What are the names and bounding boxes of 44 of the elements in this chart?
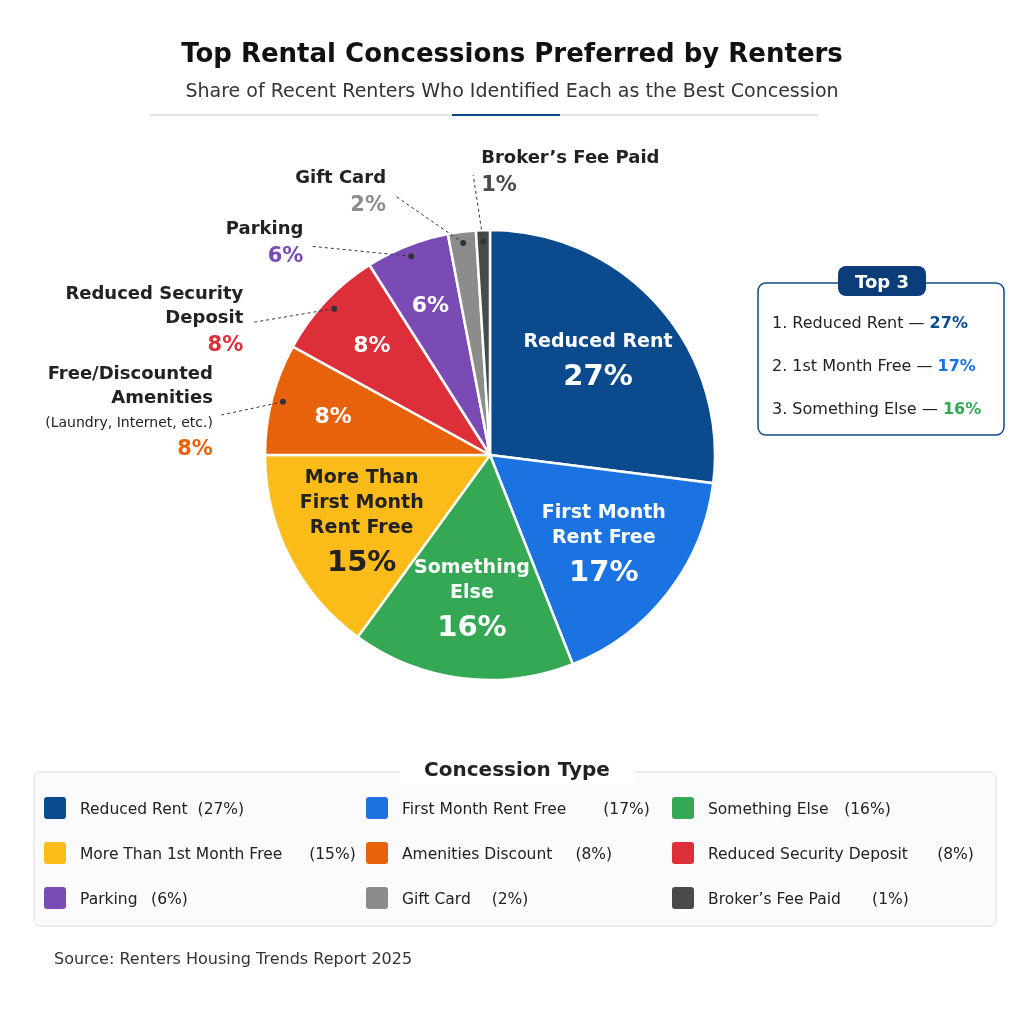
chart-subtitle: Share of Recent Renters Who Identified Each as the Best Concession [185, 79, 839, 101]
slice-label: Gift Card [295, 166, 387, 188]
slice-label: Something Else [414, 554, 530, 602]
slice-label: Parking [225, 217, 304, 239]
data-label: 27% [563, 358, 633, 393]
legend-label: More Than 1st Month Free [80, 845, 283, 863]
text: More Than First Month Rent Free [299, 464, 424, 537]
data-label: 17% [569, 554, 639, 589]
slice-label: Reduced Security Deposit [65, 281, 244, 327]
legend-label: Amenities Discount [402, 845, 553, 863]
data-label: 16% [437, 608, 507, 643]
text: (8%) [575, 845, 613, 863]
slice-label: Reduced Rent [523, 329, 673, 352]
text: (1%) [872, 890, 909, 908]
text: 6% [267, 243, 304, 268]
text: (8%) [937, 845, 974, 863]
legend-label: Reduced Security Deposit [708, 845, 908, 863]
text: (17%) [603, 800, 650, 818]
source-note: Source: Renters Housing Trends Report 2025 [54, 949, 413, 968]
legend-label: Gift Card [402, 890, 471, 908]
legend-label: Something Else [708, 800, 829, 818]
slice-label: Broker’s Fee Paid [481, 146, 660, 168]
text: Free/Discounted Amenities [47, 362, 213, 408]
data-label: 8% [353, 332, 391, 358]
text: (6%) [151, 890, 188, 908]
data-label: 6% [411, 292, 450, 318]
chart-title: Top Rental Concessions Preferred by Renters [181, 38, 843, 68]
legend-label: Broker’s Fee Paid [708, 890, 841, 908]
text: 8% [207, 331, 244, 356]
text: (Laundry, Internet, etc.) [45, 414, 213, 431]
text: (2%) [491, 890, 529, 908]
legend-label: Parking [80, 890, 138, 908]
data-label: 2% [350, 192, 387, 217]
data-label: 15% [326, 543, 397, 578]
data-label: 8% [314, 402, 352, 428]
slice-label: First Month Rent Free [541, 500, 666, 548]
legend-title: Concession Type [424, 757, 610, 781]
text: (15%) [309, 845, 356, 863]
data-label: 1% [481, 172, 517, 197]
text: 8% [177, 436, 213, 461]
text: (27%) [197, 800, 245, 818]
legend-label: Reduced Rent [80, 800, 188, 818]
text: (16%) [844, 800, 891, 818]
legend-label: First Month Rent Free [402, 800, 567, 818]
